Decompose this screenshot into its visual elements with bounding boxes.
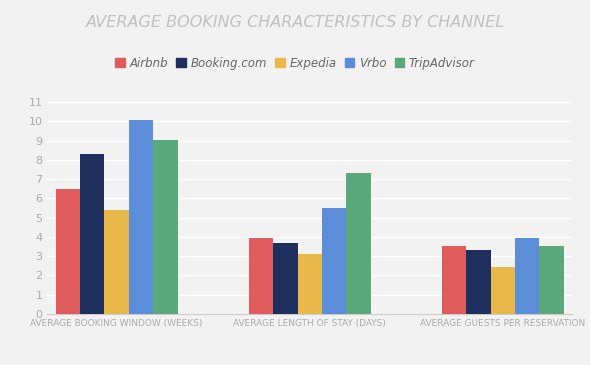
Bar (442, 246, 466, 314)
Bar (322, 208, 346, 314)
Legend: Airbnb, Booking.com, Expedia, Vrbo, TripAdvisor: Airbnb, Booking.com, Expedia, Vrbo, Trip… (115, 57, 475, 70)
Bar (80, 154, 104, 314)
Bar (466, 250, 491, 314)
Bar (55, 189, 80, 314)
Text: AVERAGE BOOKING CHARACTERISTICS BY CHANNEL: AVERAGE BOOKING CHARACTERISTICS BY CHANN… (86, 15, 504, 30)
Bar (249, 238, 273, 314)
Bar (104, 210, 129, 314)
Bar (273, 243, 297, 314)
Bar (539, 246, 564, 314)
Bar (346, 173, 371, 314)
Bar (153, 140, 178, 314)
Bar (515, 238, 539, 314)
Bar (129, 119, 153, 314)
Bar (297, 254, 322, 314)
Bar (491, 267, 515, 314)
